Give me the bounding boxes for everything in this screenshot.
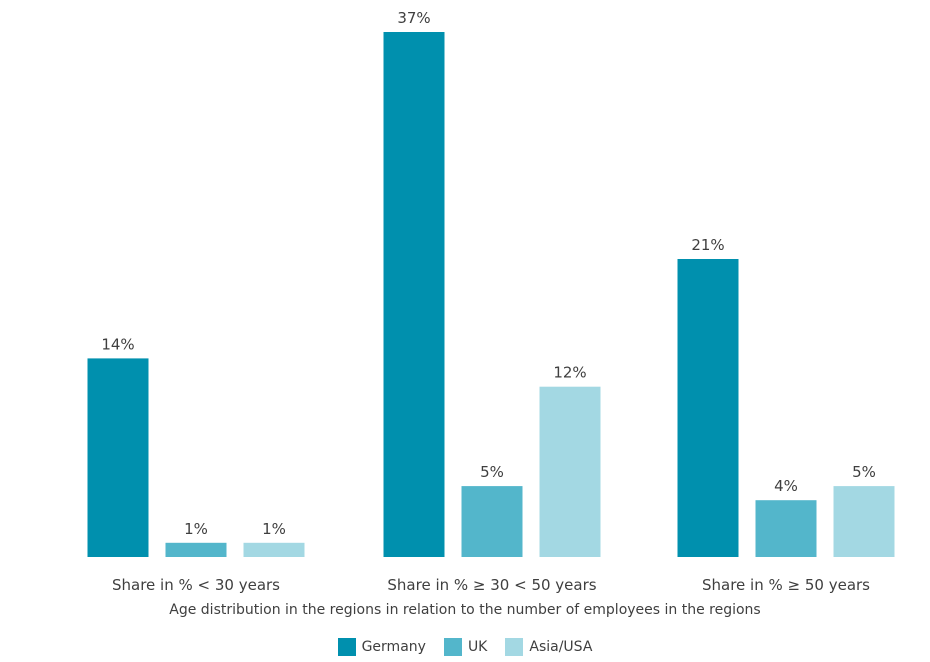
- legend-item-uk: UK: [443, 638, 488, 656]
- bar-germany-0: [87, 358, 149, 557]
- legend-item-asia-usa: Asia/USA: [505, 638, 592, 656]
- data-label-uk-1: 5%: [480, 463, 504, 481]
- category-label-0: Share in % < 30 years: [112, 576, 280, 594]
- legend: Germany UK Asia/USA: [0, 638, 930, 656]
- data-label-asia-usa-1: 12%: [553, 364, 586, 382]
- x-axis-caption: Age distribution in the regions in relat…: [169, 602, 761, 618]
- bar-asia-usa-2: [833, 486, 895, 557]
- data-label-asia-usa-2: 5%: [852, 463, 876, 481]
- data-label-germany-1: 37%: [397, 9, 430, 27]
- data-label-germany-0: 14%: [101, 335, 134, 353]
- bar-uk-0: [165, 542, 227, 557]
- data-label-asia-usa-0: 1%: [262, 520, 286, 538]
- bar-germany-1: [383, 32, 445, 557]
- data-label-uk-2: 4%: [774, 477, 798, 495]
- chart-plot: 14% 1% 1% Share in % < 30 years 37% 5% 12% Shar…: [87, 9, 895, 594]
- bar-uk-2: [755, 500, 817, 557]
- legend-label-germany: Germany: [361, 639, 426, 655]
- legend-label-asia-usa: Asia/USA: [529, 639, 593, 655]
- category-label-2: Share in % ≥ 50 years: [702, 576, 870, 594]
- legend-swatch-asia-usa: [505, 638, 524, 656]
- legend-swatch-uk: [443, 638, 462, 656]
- data-label-germany-2: 21%: [691, 236, 724, 254]
- legend-label-uk: UK: [467, 639, 488, 655]
- legend-swatch-germany: [337, 638, 356, 656]
- bar-uk-1: [461, 486, 523, 557]
- bar-germany-2: [677, 259, 739, 557]
- bar-asia-usa-1: [539, 386, 601, 557]
- bar-asia-usa-0: [243, 542, 305, 557]
- legend-item-germany: Germany: [337, 638, 426, 656]
- data-label-uk-0: 1%: [184, 520, 208, 538]
- category-label-1: Share in % ≥ 30 < 50 years: [387, 576, 596, 594]
